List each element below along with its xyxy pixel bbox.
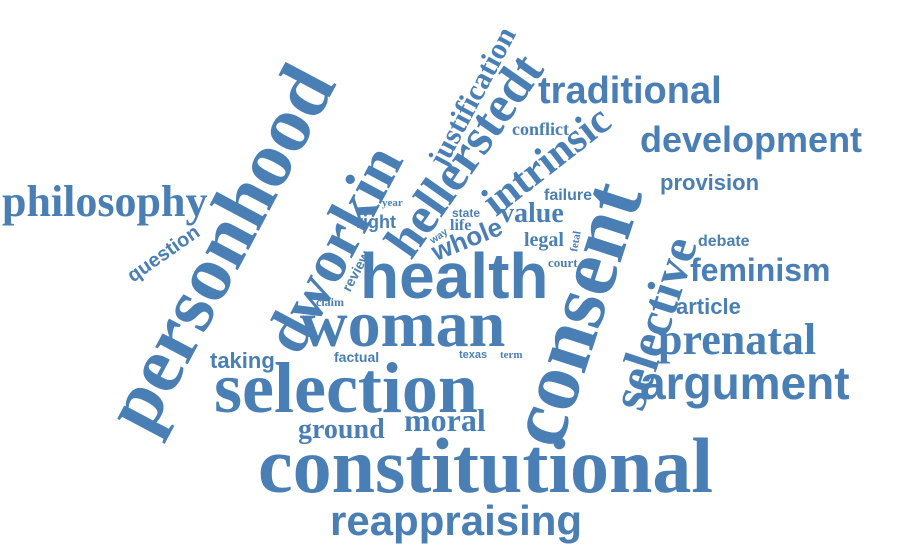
word-right: right: [356, 212, 396, 232]
word-article: article: [676, 294, 741, 319]
word-reappraising: reappraising: [330, 497, 583, 544]
word-development: development: [640, 119, 863, 160]
word-claim: claim: [316, 295, 344, 309]
word-taking: taking: [210, 348, 275, 373]
word-constitutional: constitutional: [258, 422, 714, 509]
word-texas: texas: [459, 349, 488, 361]
word-year: year: [382, 197, 403, 209]
word-factual: factual: [334, 349, 380, 365]
word-court: court: [548, 255, 578, 270]
word-selection: selection: [214, 348, 478, 428]
word-ground: ground: [298, 414, 385, 445]
word-philosophy: philosophy: [2, 177, 208, 226]
word-conflict: conflict: [512, 119, 569, 139]
word-failure: failure: [544, 187, 593, 204]
word-value: value: [500, 198, 564, 229]
word-traditional: traditional: [538, 70, 722, 112]
word-provision: provision: [660, 170, 760, 195]
word-moral: moral: [404, 402, 486, 438]
word-woman: woman: [300, 288, 506, 361]
word-argument: argument: [640, 357, 850, 409]
word-state: state: [452, 206, 481, 220]
word-health: health: [360, 240, 549, 312]
word-prenatal: prenatal: [658, 315, 817, 364]
word-legal: legal: [524, 229, 564, 251]
word-feminism: feminism: [690, 252, 831, 288]
word-life: life: [450, 217, 472, 234]
word-term: term: [500, 349, 523, 361]
word-debate: debate: [698, 233, 750, 250]
